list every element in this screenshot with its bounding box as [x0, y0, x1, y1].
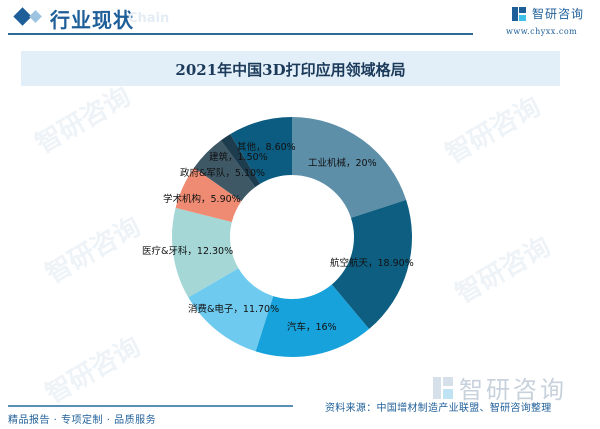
section-title: 行业现状 — [50, 8, 134, 32]
footer-logo-icon — [433, 376, 453, 399]
slice-label: 航空航天，18.90% — [330, 257, 414, 269]
slice-labels: 工业机械，20% 航空航天，18.90% 汽车，16% 消费&电子，11.70% 医疗&… — [142, 141, 414, 333]
brand-logo-icon — [512, 6, 526, 21]
header-bar: 行业现状 Chain 智研咨询 www.chyxx.com — [0, 0, 600, 40]
footer-tagline: 精品报告 · 专项定制 · 品质服务 — [8, 415, 157, 426]
slice-label: 建筑，1.50% — [209, 151, 268, 163]
data-source: 资料来源：中国增材制造产业联盟、智研咨询整理 — [325, 403, 552, 414]
footer-logo: 智研咨询 — [433, 370, 567, 405]
donut-slice — [230, 117, 292, 184]
slice-label: 政府&军队，5.10% — [180, 167, 265, 179]
brand-name: 智研咨询 — [532, 7, 585, 21]
slice-label: 汽车，16% — [287, 321, 337, 333]
donut-slice — [331, 199, 412, 329]
footer-divider — [8, 405, 293, 407]
donut-slice — [255, 284, 370, 357]
donut-slice — [188, 268, 274, 352]
slice-label: 医疗&牙科，12.30% — [142, 245, 233, 257]
brand-url: www.chyxx.com — [506, 27, 578, 36]
donut-slice — [292, 117, 407, 218]
donut-slice — [220, 134, 261, 188]
chart-title-band: 2021年中国3D打印应用领域格局 — [21, 51, 560, 86]
ghost-text: Chain — [128, 11, 170, 26]
chart-title: 2021年中国3D打印应用领域格局 — [175, 61, 406, 79]
donut-slices — [172, 117, 412, 357]
slice-label: 其他，8.60% — [237, 141, 296, 153]
brand-logo: 智研咨询 — [512, 5, 584, 22]
slice-label: 消费&电子，11.70% — [188, 303, 279, 315]
slice-label: 工业机械，20% — [308, 157, 377, 169]
slice-label: 学术机构，5.90% — [163, 193, 241, 205]
donut-slice — [194, 140, 256, 202]
footer-brand-name: 智研咨询 — [459, 376, 567, 404]
header-divider — [8, 33, 473, 35]
donut-slice — [172, 207, 239, 298]
donut-slice — [175, 167, 242, 222]
